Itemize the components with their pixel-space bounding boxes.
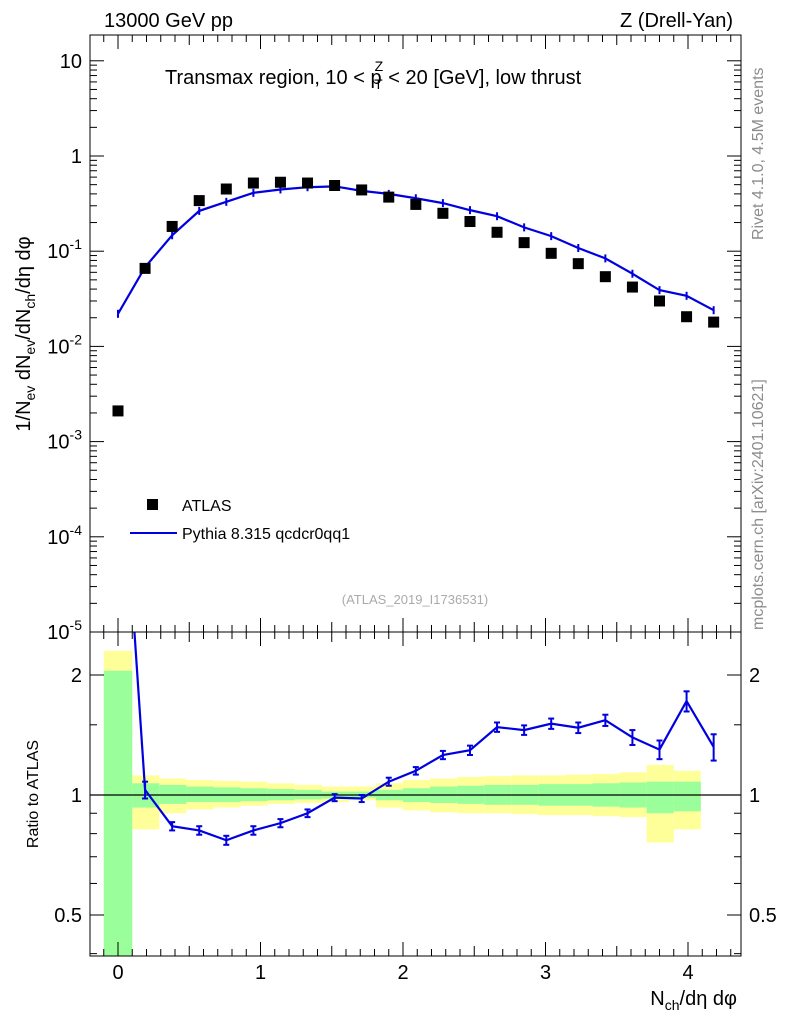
ratio-band-inner <box>646 781 674 814</box>
ratio-y-axis-title: Ratio to ATLAS <box>25 740 42 848</box>
atlas-data-point <box>383 191 395 203</box>
atlas-data-point <box>166 220 178 232</box>
x-tick-label: 2 <box>397 962 408 984</box>
x-tick-label: 1 <box>255 962 266 984</box>
atlas-data-point <box>329 179 341 191</box>
atlas-data-point <box>112 405 124 417</box>
atlas-data-point <box>220 183 232 195</box>
main-y-tick-label: 10-4 <box>47 522 82 549</box>
ratio-y-tick-label-right: 2 <box>749 665 760 687</box>
source-label: mcplots.cern.ch [arXiv:2401.10621] <box>750 379 767 630</box>
atlas-data-point <box>464 216 476 228</box>
atlas-data-point <box>518 237 530 249</box>
legend: ATLAS Pythia 8.315 qcdcr0qq1 <box>130 498 350 543</box>
atlas-data-point <box>491 226 503 238</box>
x-tick-label: 3 <box>540 962 551 984</box>
atlas-data-point <box>572 258 584 270</box>
main-y-tick-label: 10 <box>60 51 82 73</box>
atlas-data-point <box>356 184 368 196</box>
atlas-data-point <box>545 247 557 259</box>
analysis-label: (ATLAS_2019_I1736531) <box>342 592 488 607</box>
process-label: Z (Drell-Yan) <box>620 10 733 32</box>
legend-pythia-label: Pythia 8.315 qcdcr0qq1 <box>182 526 350 543</box>
ratio-y-tick-label-right: 1 <box>749 785 760 807</box>
x-tick-label: 0 <box>112 962 123 984</box>
ratio-x-axis: 0 1 2 3 4 <box>103 632 732 984</box>
main-y-tick-label: 10-5 <box>47 617 82 644</box>
plot-title: Transmax region, 10 < pZ T < 20 [GeV], lo… <box>165 58 582 92</box>
x-axis-title: Nch/dη dφ <box>650 988 737 1013</box>
x-tick-label: 4 <box>682 962 693 984</box>
ratio-panel-frame <box>89 631 742 957</box>
energy-label: 13000 GeV pp <box>104 10 233 32</box>
atlas-data-point <box>302 177 314 189</box>
legend-atlas-label: ATLAS <box>182 498 232 515</box>
atlas-data-point <box>410 198 422 210</box>
atlas-data-point <box>654 295 665 307</box>
ratio-band-inner <box>103 670 133 956</box>
main-y-tick-label: 10-3 <box>47 427 82 454</box>
ratio-panel: 0.5 0.5 1 1 2 2 0 1 2 3 4 Ratio to ATLAS <box>25 631 777 984</box>
ratio-band-inner <box>186 786 214 803</box>
main-y-tick-label: 1 <box>71 146 82 168</box>
atlas-data-point <box>626 281 638 293</box>
legend-atlas-marker <box>147 499 158 510</box>
main-y-tick-label: 10-2 <box>47 331 82 358</box>
atlas-data-point <box>274 176 286 188</box>
main-y-axis: 10 1 10-1 10-2 10-3 10-4 10-5 <box>47 51 741 644</box>
main-panel: 10 1 10-1 10-2 10-3 10-4 10-5 Transmax region,… <box>13 34 742 644</box>
ratio-band-inner <box>673 781 701 812</box>
atlas-data-point <box>437 207 449 219</box>
ratio-y-tick-label: 2 <box>71 665 82 687</box>
ratio-y-tick-label: 1 <box>71 785 82 807</box>
main-x-axis <box>103 35 732 632</box>
main-y-axis-title: 1/Nev dNev/dNch/dη dφ <box>13 236 38 431</box>
ratio-plot-data <box>90 631 741 956</box>
atlas-data-point <box>139 262 151 274</box>
atlas-data-point <box>708 316 720 328</box>
ratio-band-inner <box>159 784 187 804</box>
main-plot-data <box>112 176 720 417</box>
ratio-y-tick-label: 0.5 <box>54 905 82 927</box>
atlas-data-point <box>599 271 611 283</box>
atlas-data-point <box>247 177 259 189</box>
atlas-data-point <box>193 195 205 207</box>
ratio-y-tick-label-right: 0.5 <box>749 905 777 927</box>
ratio-y-axis: 0.5 0.5 1 1 2 2 <box>54 665 777 955</box>
atlas-data-point <box>681 311 693 323</box>
rivet-label: Rivet 4.1.0, 4.5M events <box>750 67 767 240</box>
main-y-tick-label: 10-1 <box>47 236 82 263</box>
